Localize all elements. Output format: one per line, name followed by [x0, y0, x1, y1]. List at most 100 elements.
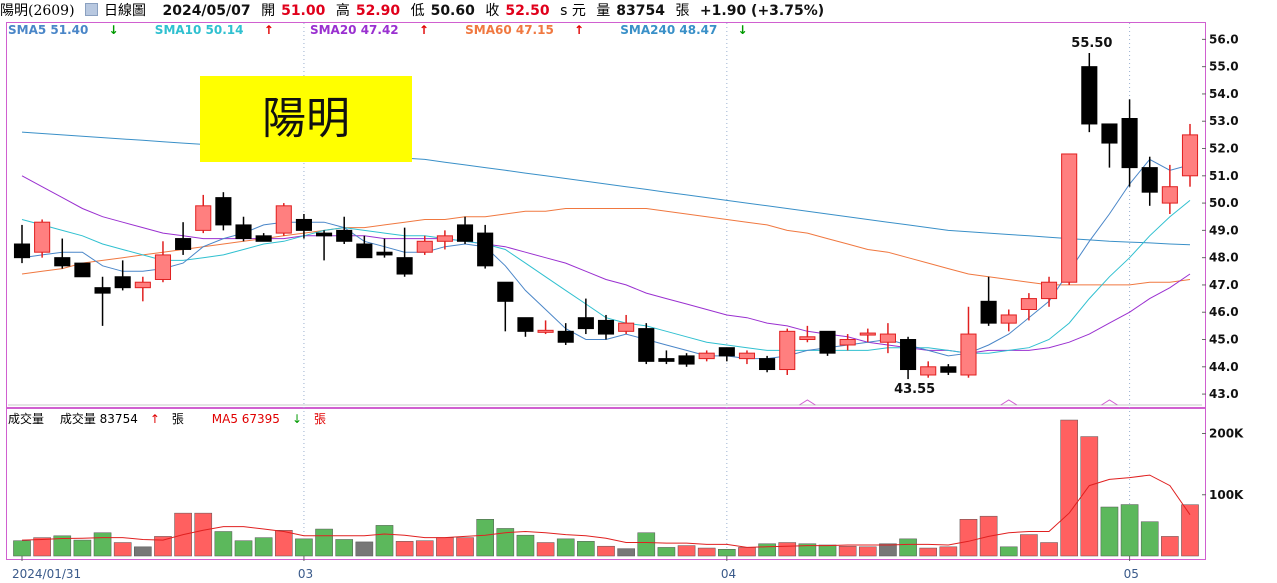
volume-label: 量	[596, 3, 611, 19]
volume-bar	[1140, 521, 1159, 557]
candle-body	[34, 221, 51, 253]
volume-legend: 成交量 成交量 83754 ↑ 張 MA5 67395 ↓ 張	[8, 410, 350, 427]
volume-bar	[456, 537, 474, 557]
candle-body	[658, 358, 675, 362]
sma240-arrow-icon: ↓	[737, 23, 748, 37]
volume-y-tick-label: 100K	[1209, 488, 1244, 502]
close-value: 52.50	[505, 3, 550, 19]
volume-bar	[13, 540, 31, 557]
volume-bar	[295, 538, 313, 557]
price-y-tick-label: 55.0	[1209, 60, 1239, 74]
volume-bar	[496, 528, 515, 557]
volume-y-tick-label: 200K	[1209, 427, 1244, 441]
volume-bar	[999, 546, 1018, 557]
volume-bar	[556, 538, 575, 557]
volume-bar	[1181, 504, 1199, 557]
open-label: 開	[261, 3, 276, 19]
price-y-tick-label: 44.0	[1209, 360, 1239, 374]
volume-bar	[274, 530, 293, 557]
candle-body	[376, 251, 393, 256]
sma10-legend: SMA10 50.14 ↑	[155, 23, 290, 37]
price-y-tick-label: 45.0	[1209, 333, 1239, 347]
price-y-tick-label: 53.0	[1209, 114, 1239, 128]
price-y-tick-label: 46.0	[1209, 305, 1239, 319]
sma240-text: SMA240 48.47	[620, 23, 718, 37]
volume-bar	[395, 541, 414, 557]
sma5-legend: SMA5 51.40 ↓	[8, 23, 135, 37]
sma60-legend: SMA60 47.15 ↑	[465, 23, 600, 37]
candle-body	[336, 229, 353, 242]
price-y-tick-label: 43.0	[1209, 387, 1239, 401]
chart-kind-label[interactable]: 日線圖	[85, 3, 152, 19]
volume-bar	[134, 546, 152, 557]
volume-bar	[1120, 504, 1139, 557]
x-tick-label: 2024/01/31	[12, 567, 81, 581]
volume-bar	[738, 547, 756, 557]
candle-body	[557, 330, 574, 343]
volume-bar	[516, 534, 535, 557]
volume-up-arrow-icon: ↑	[149, 412, 160, 426]
candle-body	[1040, 281, 1058, 300]
volume-bar	[1020, 534, 1038, 557]
candle-body	[1161, 186, 1178, 204]
ma5-down-arrow-icon: ↓	[291, 412, 302, 426]
candle-body	[134, 281, 151, 289]
volume-bar	[415, 540, 434, 557]
candle-body	[1141, 167, 1158, 193]
candle-body	[859, 332, 876, 336]
candle-body	[597, 319, 615, 335]
volume-bar	[778, 542, 797, 557]
price-y-tick-label: 50.0	[1209, 196, 1239, 210]
price-y-tick-label: 49.0	[1209, 223, 1239, 237]
title-label-box: 陽明	[200, 76, 412, 162]
currency-unit: s 元	[560, 3, 586, 19]
volume-bar	[758, 543, 776, 557]
volume-bar	[637, 532, 656, 557]
candle-body	[436, 235, 453, 242]
candle-body	[195, 205, 212, 231]
candle-body	[1020, 298, 1037, 311]
volume-bar	[718, 549, 736, 557]
volume-bar	[1040, 542, 1058, 557]
candle-body	[900, 339, 917, 371]
volume-bar	[73, 539, 92, 557]
volume-bar	[697, 547, 716, 557]
candle-body	[255, 235, 272, 242]
candle-body	[577, 317, 594, 330]
candle-body	[94, 287, 111, 294]
volume-bar	[1161, 536, 1179, 557]
candle-body	[74, 262, 91, 278]
candle-body	[638, 328, 655, 362]
volume-bar	[899, 538, 917, 557]
candle-body	[618, 322, 635, 332]
candle-body	[1121, 118, 1138, 169]
candle-body	[718, 347, 735, 357]
volume-bar	[93, 532, 112, 557]
volume-bar	[838, 545, 857, 557]
high-label: 高	[335, 3, 350, 19]
candle-body	[517, 317, 534, 332]
candle-body	[799, 336, 816, 341]
low-price-annotation: 43.55	[894, 382, 935, 397]
candle-body	[175, 238, 192, 250]
volume-bar	[657, 547, 676, 557]
volume-ma5-legend: MA5 67395 ↓ 張	[211, 412, 327, 426]
price-y-tick-label: 47.0	[1209, 278, 1239, 292]
candle-body	[54, 257, 71, 267]
candle-body	[295, 218, 312, 231]
price-y-tick-label: 54.0	[1209, 87, 1239, 101]
high-price-annotation: 55.50	[1071, 36, 1112, 51]
sma20-arrow-icon: ↑	[418, 23, 429, 37]
calendar-icon	[85, 3, 99, 16]
ma-legend: SMA5 51.40 ↓ SMA10 50.14 ↑ SMA20 47.42 ↑…	[8, 23, 780, 37]
volume-bar	[254, 537, 273, 557]
volume-bar	[33, 537, 51, 557]
candle-body	[940, 366, 957, 373]
volume-bar	[597, 545, 615, 557]
volume-bar	[536, 542, 555, 557]
volume-bar	[959, 519, 978, 557]
volume-total-legend: 成交量 83754 ↑ 張	[59, 412, 184, 426]
low-value: 50.60	[430, 3, 475, 19]
